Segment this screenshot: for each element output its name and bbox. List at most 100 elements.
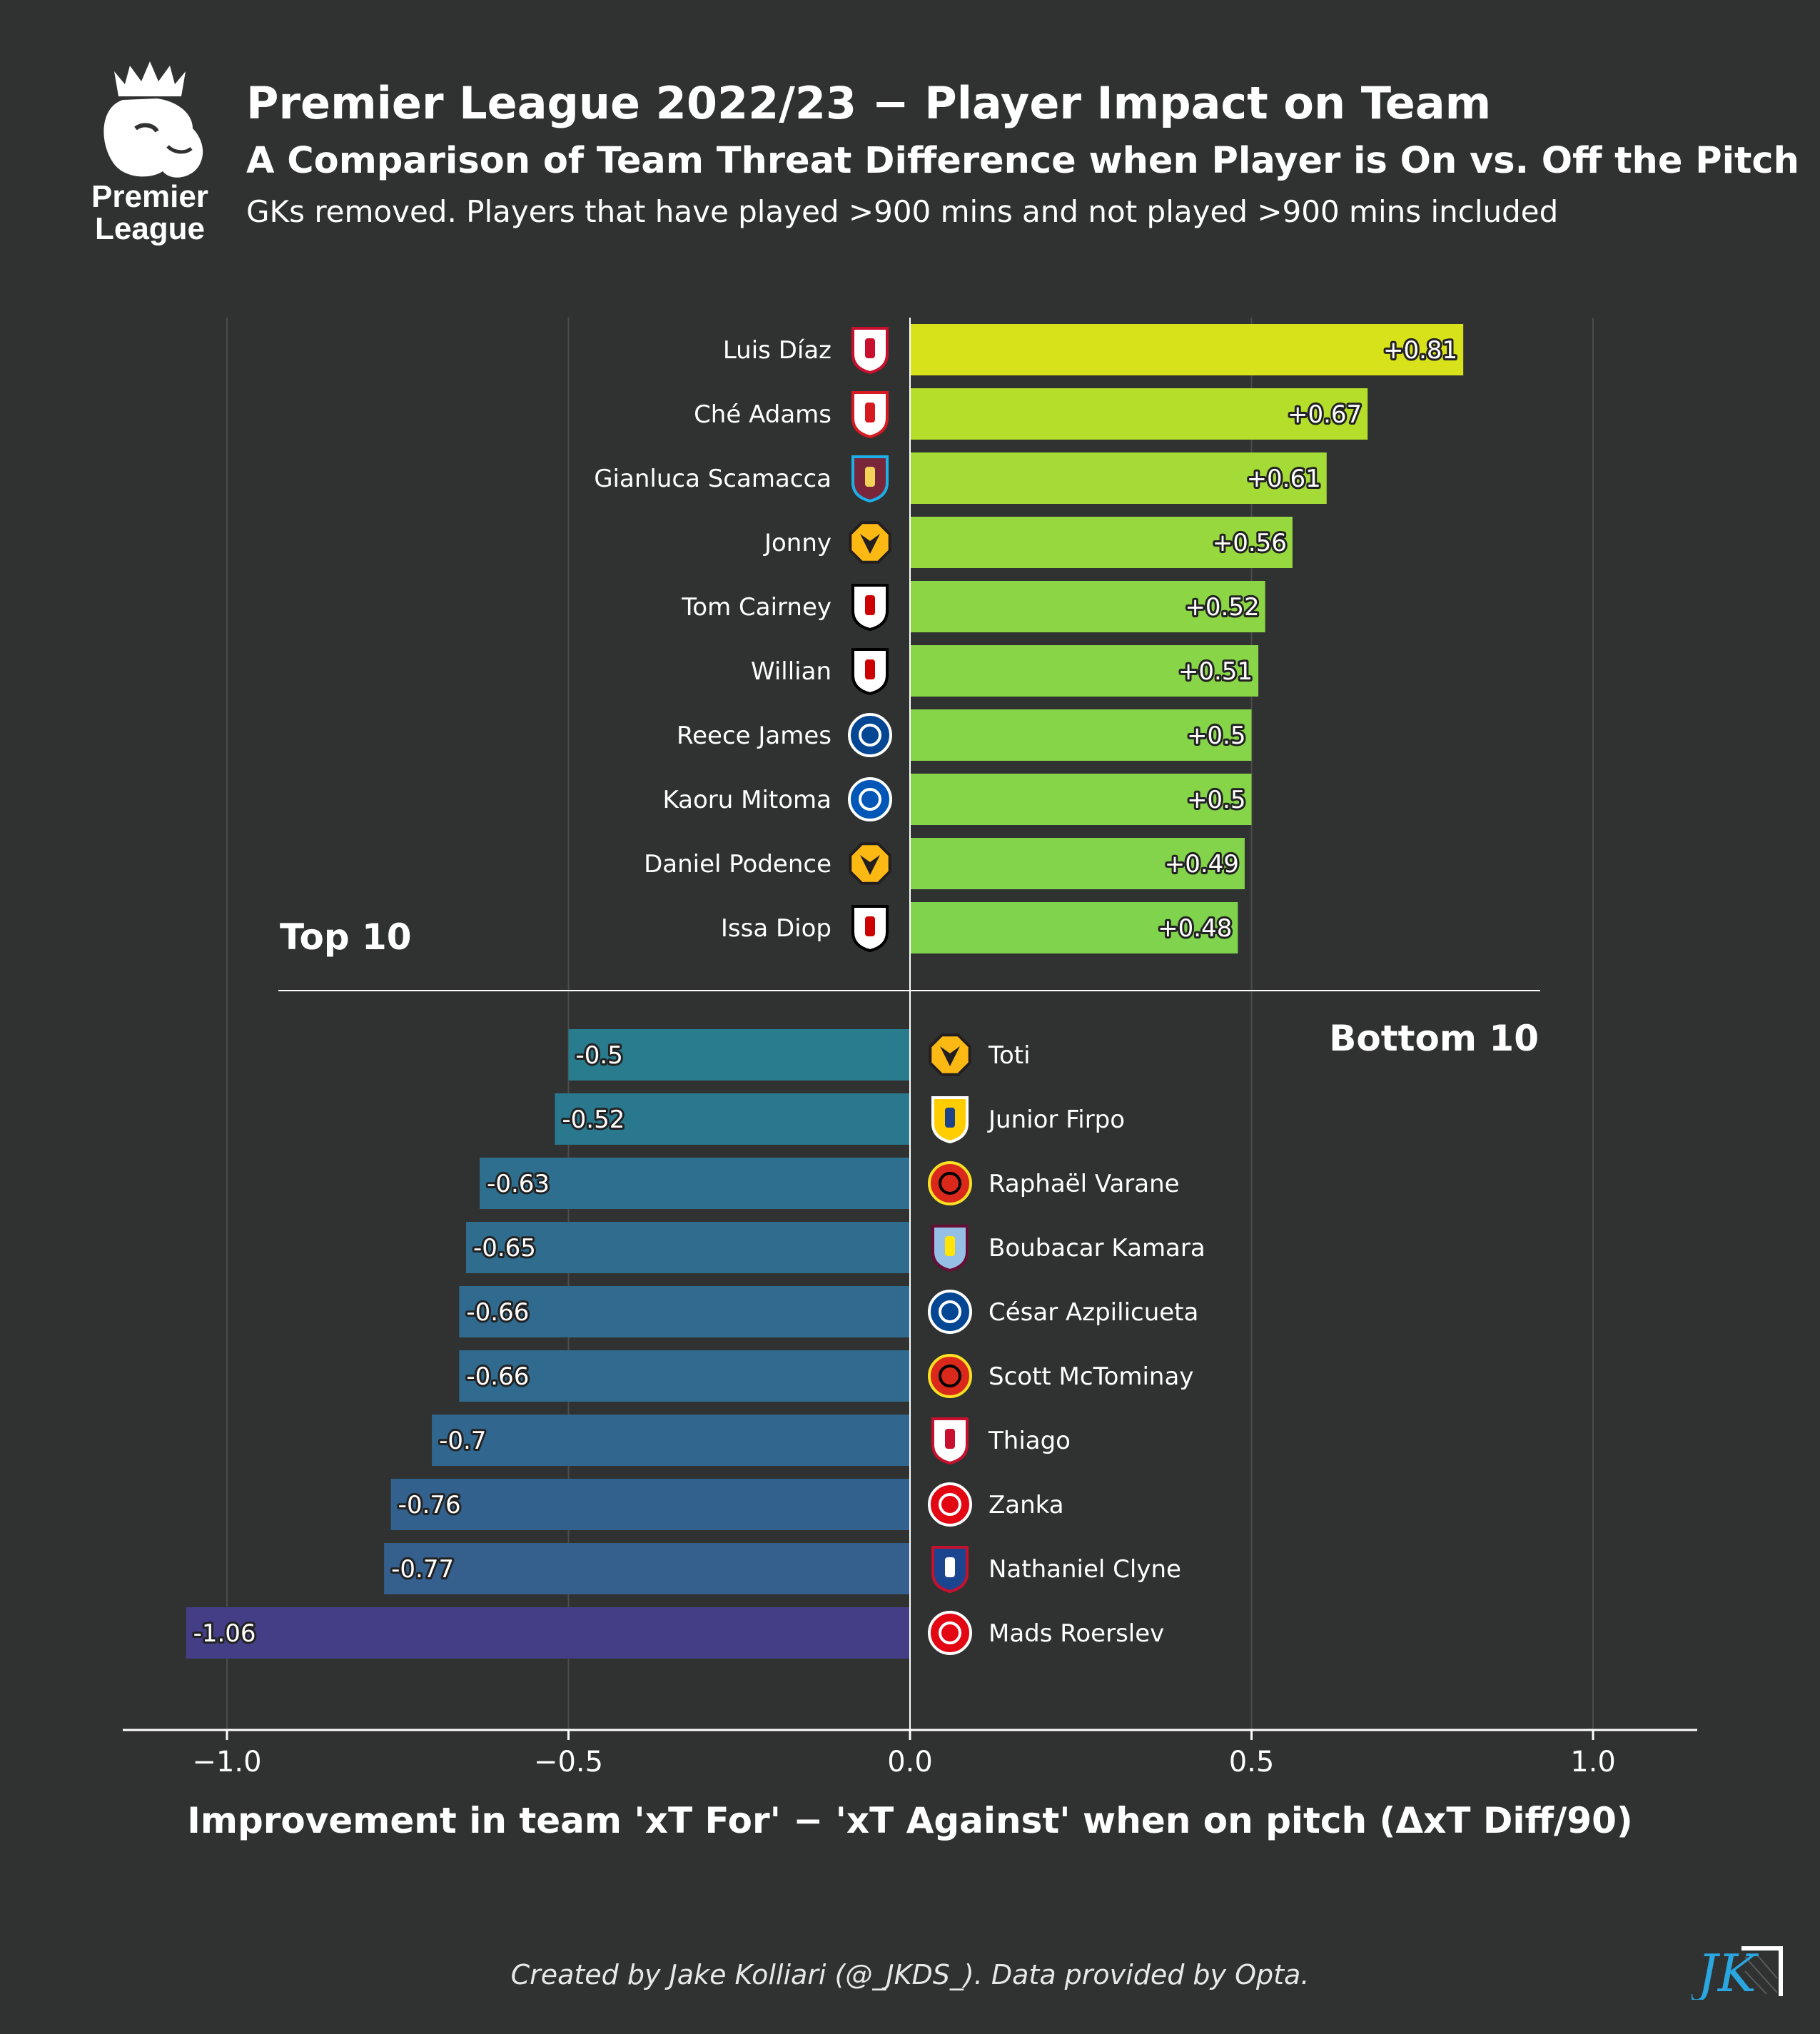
club-crest-icon bbox=[851, 648, 889, 696]
value-label: -0.66 bbox=[466, 1298, 529, 1327]
club-crest-icon bbox=[929, 1033, 971, 1076]
bars bbox=[186, 324, 1464, 1659]
premier-league-logo: Premier League bbox=[91, 61, 208, 246]
player-name: Zanka bbox=[989, 1491, 1064, 1519]
player-name: Mads Roerslev bbox=[989, 1619, 1164, 1648]
bar-bottom bbox=[459, 1350, 910, 1402]
grid-lines bbox=[226, 318, 1594, 1731]
player-name: César Azpilicueta bbox=[989, 1298, 1198, 1327]
top-10-label: Top 10 bbox=[280, 916, 412, 958]
club-crest-icon bbox=[931, 1096, 969, 1144]
club-crest-icon bbox=[928, 1290, 972, 1334]
club-crest-icon bbox=[848, 777, 892, 821]
value-label: -0.76 bbox=[398, 1491, 461, 1519]
value-label: +0.49 bbox=[1165, 850, 1239, 879]
player-name: Gianluca Scamacca bbox=[594, 465, 831, 493]
bar-top bbox=[910, 645, 1259, 697]
value-label: +0.67 bbox=[1288, 400, 1362, 429]
jk-logo-text: JK bbox=[1692, 1943, 1759, 2000]
x-axis-label: Improvement in team 'xT For' − 'xT Again… bbox=[187, 1800, 1632, 1841]
bar-bottom bbox=[480, 1158, 910, 1209]
bar-top bbox=[910, 709, 1252, 761]
bar-bottom bbox=[186, 1607, 911, 1659]
club-crest-icon bbox=[849, 842, 891, 885]
value-label: +0.51 bbox=[1178, 657, 1253, 686]
club-crest-icon bbox=[851, 455, 889, 503]
player-name: Junior Firpo bbox=[987, 1105, 1125, 1134]
bar-top bbox=[910, 902, 1238, 953]
chart-subtitle: A Comparison of Team Threat Difference w… bbox=[246, 140, 1799, 182]
bar-bottom bbox=[384, 1543, 910, 1594]
bar-bottom bbox=[459, 1286, 910, 1337]
club-crest-icon bbox=[928, 1611, 972, 1655]
bar-top bbox=[910, 388, 1368, 440]
footer-credit: Created by Jake Kolliari (@_JKDS_). Data… bbox=[510, 1959, 1310, 1990]
player-name: Luis Díaz bbox=[723, 336, 831, 365]
player-name: Tom Cairney bbox=[681, 593, 831, 622]
player-name: Nathaniel Clyne bbox=[989, 1555, 1181, 1584]
player-name: Thiago bbox=[988, 1427, 1071, 1455]
bar-top bbox=[910, 452, 1327, 504]
value-label: -1.06 bbox=[193, 1619, 256, 1648]
bar-bottom bbox=[568, 1029, 910, 1081]
chart-note: GKs removed. Players that have played >9… bbox=[246, 194, 1559, 229]
club-crest-icon bbox=[928, 1161, 972, 1205]
value-label: -0.5 bbox=[576, 1041, 623, 1070]
value-label: -0.52 bbox=[562, 1105, 625, 1134]
chart-title: Premier League 2022/23 − Player Impact o… bbox=[246, 77, 1492, 129]
value-label: +0.5 bbox=[1187, 722, 1246, 750]
club-crest-icon bbox=[848, 713, 892, 757]
club-crest-icon bbox=[851, 584, 889, 632]
bar-bottom bbox=[465, 1222, 910, 1273]
bar-bottom bbox=[390, 1479, 910, 1530]
player-name: Daniel Podence bbox=[644, 850, 831, 879]
player-name: Boubacar Kamara bbox=[989, 1234, 1205, 1263]
club-crest-icon bbox=[849, 521, 891, 564]
value-label: -0.66 bbox=[466, 1362, 529, 1391]
bar-top bbox=[910, 517, 1293, 568]
bar-top bbox=[910, 838, 1245, 889]
player-name: Issa Diop bbox=[721, 914, 831, 943]
value-label: -0.7 bbox=[439, 1427, 486, 1455]
value-label: +0.52 bbox=[1185, 593, 1259, 622]
logo-premier-text: Premier bbox=[91, 179, 208, 214]
player-name: Kaoru Mitoma bbox=[662, 786, 831, 814]
club-crest-icon bbox=[931, 1546, 969, 1594]
bar-bottom bbox=[555, 1093, 910, 1145]
x-tick-label: −0.5 bbox=[534, 1746, 603, 1779]
bar-top bbox=[910, 774, 1252, 825]
bar-bottom bbox=[432, 1415, 910, 1466]
bottom-10-label: Bottom 10 bbox=[1329, 1018, 1539, 1059]
player-impact-chart: +0.81 Luis Díaz +0.67 Ché Adams +0.61 Gianluc… bbox=[123, 318, 1697, 1841]
value-label: +0.81 bbox=[1383, 336, 1457, 365]
player-name: Scott McTominay bbox=[989, 1362, 1193, 1391]
player-name: Ché Adams bbox=[694, 400, 831, 429]
club-crest-icon bbox=[931, 1417, 969, 1465]
club-crest-icon bbox=[931, 1225, 969, 1272]
value-label: -0.65 bbox=[473, 1234, 536, 1263]
logo-league-text: League bbox=[95, 211, 205, 246]
jk-logo: JK bbox=[1692, 1943, 1783, 2000]
club-crest-icon bbox=[928, 1482, 972, 1527]
x-tick-label: 0.5 bbox=[1229, 1746, 1275, 1779]
player-name: Raphaël Varane bbox=[989, 1170, 1180, 1198]
value-label: +0.48 bbox=[1158, 914, 1232, 943]
player-name: Willian bbox=[751, 657, 831, 686]
x-tick-label: 0.0 bbox=[887, 1746, 933, 1779]
value-label: +0.61 bbox=[1247, 465, 1321, 493]
club-crest-icon bbox=[851, 391, 889, 439]
player-name: Toti bbox=[988, 1041, 1031, 1070]
player-name: Reece James bbox=[677, 722, 831, 750]
club-crest-icon bbox=[851, 327, 889, 375]
x-tick-label: −1.0 bbox=[192, 1746, 261, 1779]
x-axis: −1.0 −0.5 0.0 0.5 1.0 Improvement in team 'xT… bbox=[123, 318, 1697, 1841]
value-label: +0.5 bbox=[1187, 786, 1246, 814]
value-label: -0.63 bbox=[487, 1170, 550, 1198]
player-name: Jonny bbox=[763, 529, 831, 557]
club-crest-icon bbox=[851, 905, 889, 953]
labels: +0.81 Luis Díaz +0.67 Ché Adams +0.61 Gianluc… bbox=[191, 327, 1539, 1655]
x-tick-label: 1.0 bbox=[1570, 1746, 1616, 1779]
club-crest-icon bbox=[928, 1354, 972, 1398]
value-label: +0.56 bbox=[1213, 529, 1287, 557]
bar-top bbox=[910, 324, 1464, 375]
